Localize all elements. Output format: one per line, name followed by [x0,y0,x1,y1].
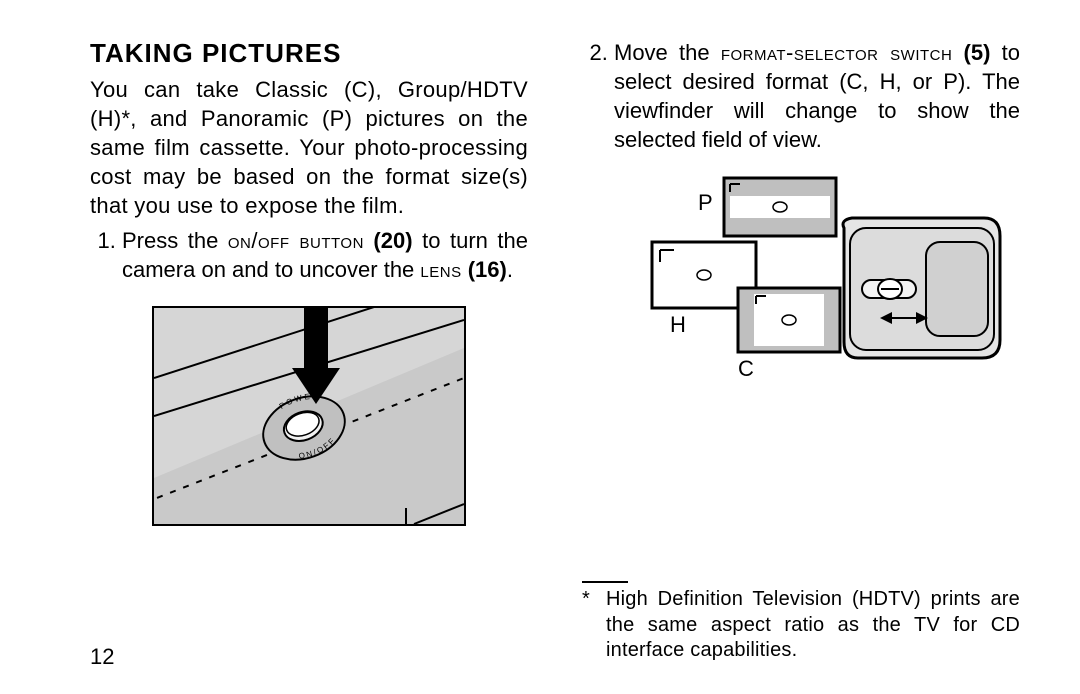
viewfinder-panoramic-icon [724,178,836,236]
steps-list-right: Move the format-selector switch (5) to s… [582,38,1020,160]
step2-ref: (5) [952,40,990,65]
step2-prefix: Move the [614,40,721,65]
footnote-text: High Definition Television (HDTV) prints… [606,587,1020,664]
step1-ref1: (20) [364,228,413,253]
viewfinder-classic-icon [738,288,840,352]
footnote: * High Definition Television (HDTV) prin… [582,587,1020,664]
step1-lens: lens [420,257,461,282]
step-1: Press the on/off button (20) to turn the… [122,226,528,284]
section-heading: TAKING PICTURES [90,38,528,69]
step-2: Move the format-selector switch (5) to s… [614,38,1020,154]
manual-page: TAKING PICTURES You can take Classic (C)… [0,0,1080,694]
step2-control: format-selector switch [721,40,953,65]
step1-prefix: Press the [122,228,228,253]
page-number: 12 [90,644,114,670]
footnote-rule [582,581,628,583]
label-c: C [738,356,754,382]
step1-control: on/off button [228,228,364,253]
figure-format-svg [622,172,1004,382]
intro-paragraph: You can take Classic (C), Group/HDTV (H)… [90,75,528,220]
figure-onoff-svg: POWER ON/OFF [154,308,464,524]
figure-format-selector: P H C [622,172,1004,382]
label-p: P [698,190,713,216]
steps-list-left: Press the on/off button (20) to turn the… [90,226,528,290]
step1-ref2: (16) [462,257,507,282]
figure-onoff: POWER ON/OFF [152,306,466,526]
step1-suffix: . [507,257,513,282]
left-column: TAKING PICTURES You can take Classic (C)… [90,38,528,664]
footnote-marker: * [582,587,590,613]
label-h: H [670,312,686,338]
right-column: Move the format-selector switch (5) to s… [582,38,1020,664]
